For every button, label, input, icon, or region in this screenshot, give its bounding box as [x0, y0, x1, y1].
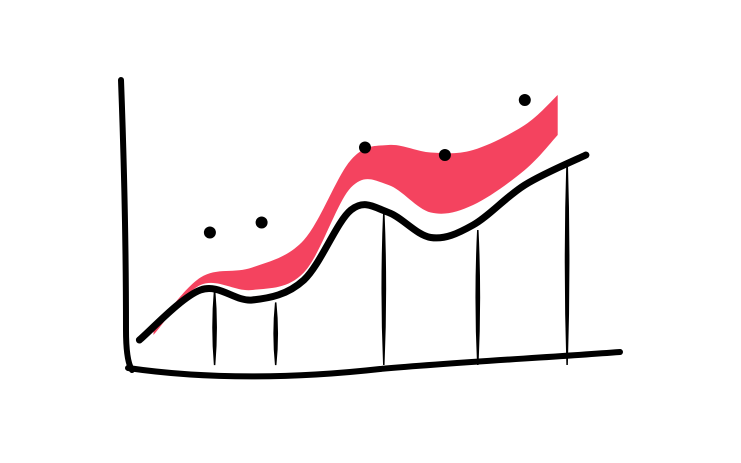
band-layer [153, 95, 558, 335]
line-layer [135, 151, 590, 344]
stem-1 [212, 289, 217, 366]
y-axis [118, 77, 135, 373]
stem-3 [381, 212, 387, 366]
data-point-1 [203, 226, 216, 239]
stem-layer [212, 159, 570, 366]
data-point-5 [518, 94, 531, 106]
series-line [135, 151, 590, 344]
x-axis [125, 349, 623, 380]
data-point-2 [255, 216, 268, 229]
stem-4 [475, 229, 481, 366]
stem-5 [564, 159, 570, 366]
axes-layer [118, 77, 623, 380]
data-point-3 [359, 141, 371, 154]
data-point-4 [438, 149, 451, 161]
point-layer [203, 94, 531, 239]
confidence-band [153, 95, 558, 335]
stem-2 [273, 302, 279, 366]
